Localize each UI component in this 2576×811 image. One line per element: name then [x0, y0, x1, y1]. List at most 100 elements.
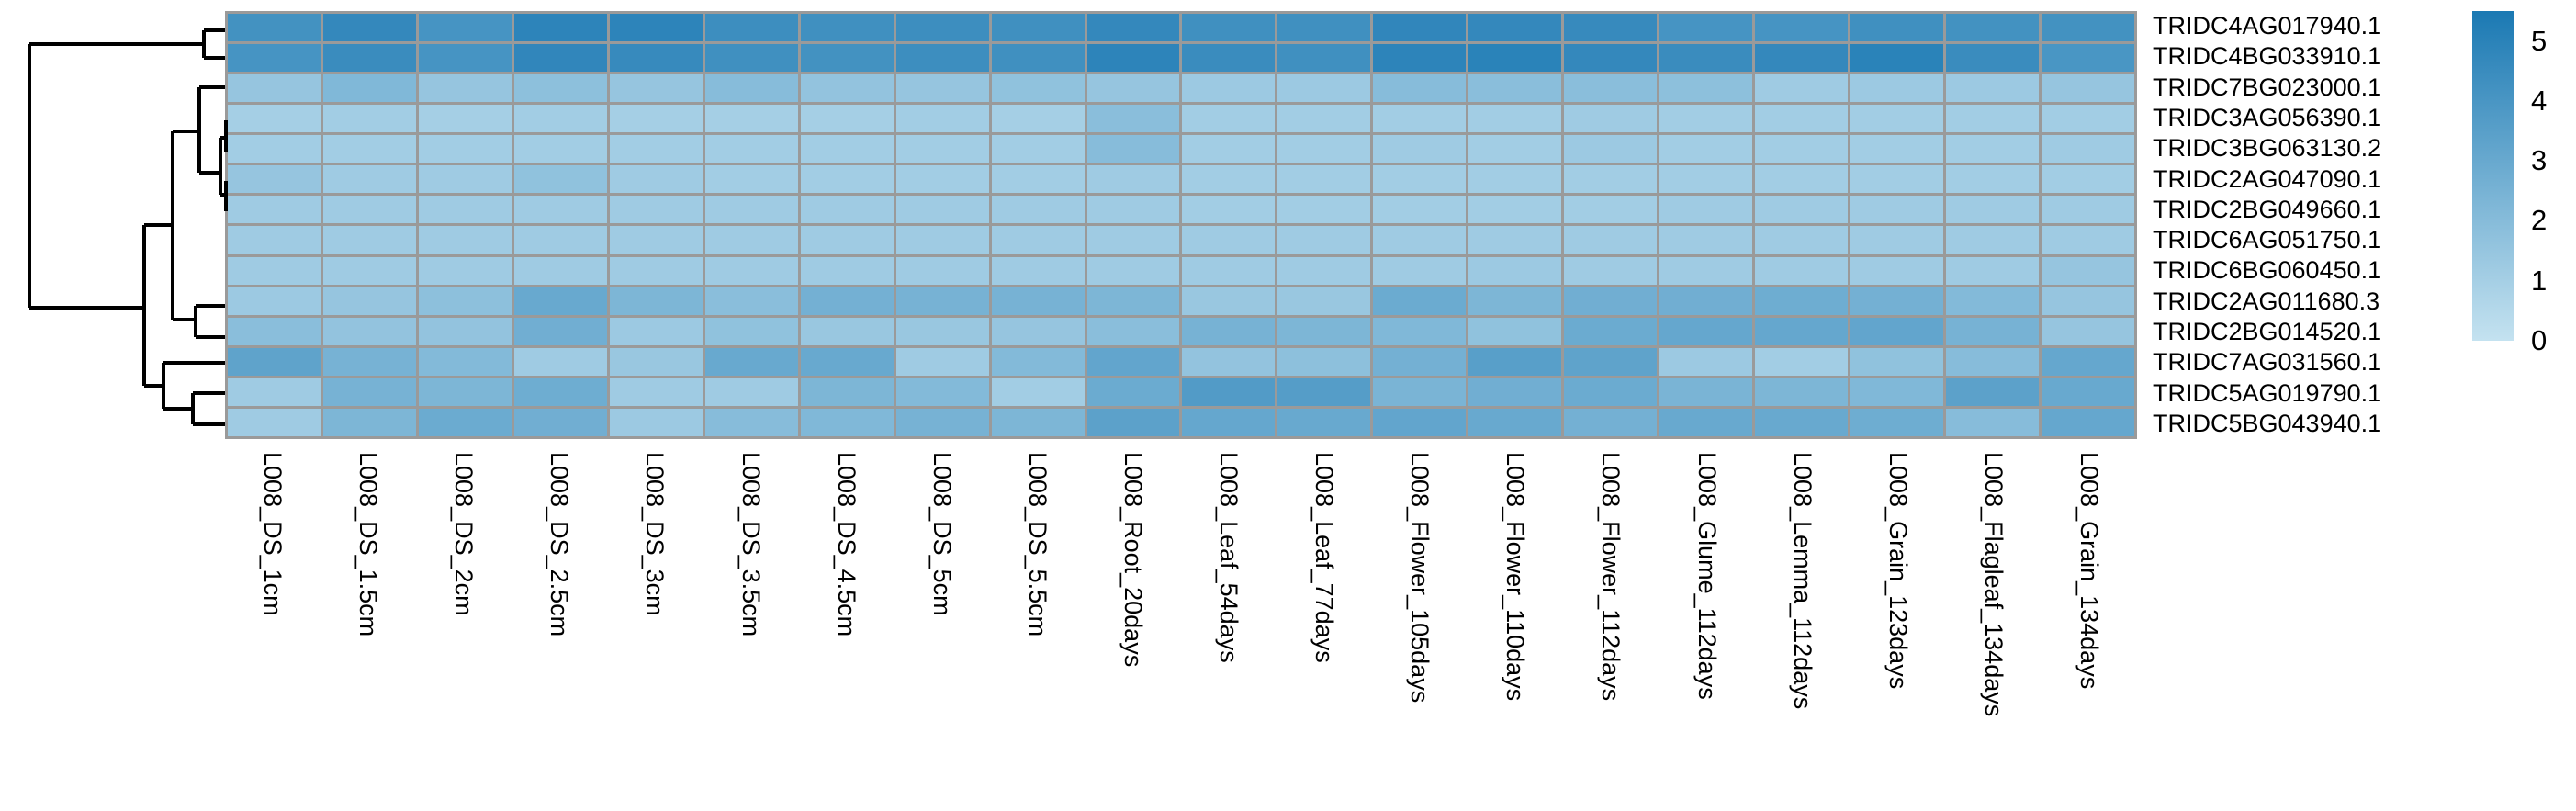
heatmap-cell — [1755, 44, 1849, 73]
heatmap-cell — [1659, 408, 1753, 436]
heatmap-cell — [704, 347, 798, 376]
heatmap-cell — [2042, 165, 2134, 194]
heatmap-cell — [1182, 196, 1276, 224]
heatmap-cell — [1182, 408, 1276, 436]
heatmap-cell — [895, 256, 989, 285]
colorbar-gradient — [2472, 11, 2514, 341]
heatmap-cell — [322, 377, 416, 406]
heatmap-cell — [991, 408, 1085, 436]
heatmap-cell — [800, 135, 894, 163]
row-label: TRIDC6BG060450.1 — [2153, 256, 2382, 285]
heatmap-cell — [418, 287, 512, 315]
heatmap-cell — [609, 44, 703, 73]
heatmap-cell — [1755, 74, 1849, 103]
heatmap-cell — [2042, 196, 2134, 224]
heatmap-cell — [1850, 408, 1944, 436]
heatmap-cell — [1659, 135, 1753, 163]
heatmap-cell — [609, 408, 703, 436]
heatmap-cell — [609, 74, 703, 103]
heatmap-cell — [1946, 44, 2040, 73]
heatmap-cell — [1564, 287, 1658, 315]
heatmap-cell — [895, 165, 989, 194]
heatmap-cell — [1659, 44, 1753, 73]
heatmap-cell — [1755, 165, 1849, 194]
heatmap-cell — [1468, 256, 1562, 285]
heatmap-cell — [1946, 105, 2040, 133]
heatmap-cell — [1659, 256, 1753, 285]
row-label: TRIDC2BG014520.1 — [2153, 317, 2382, 345]
heatmap-cell — [418, 196, 512, 224]
heatmap-cell — [800, 165, 894, 194]
heatmap-cell — [895, 347, 989, 376]
heatmap-cell — [2042, 287, 2134, 315]
heatmap-cell — [2042, 74, 2134, 103]
heatmap-cell — [704, 226, 798, 254]
column-label: L008_Flower_112days — [1597, 452, 1625, 702]
heatmap-cell — [1659, 226, 1753, 254]
heatmap-cell — [513, 317, 607, 345]
row-label: TRIDC4AG017940.1 — [2153, 12, 2382, 40]
heatmap-cell — [1659, 347, 1753, 376]
heatmap-cell — [895, 74, 989, 103]
heatmap-cell — [322, 105, 416, 133]
heatmap-cell — [2042, 226, 2134, 254]
heatmap-cell — [1373, 317, 1467, 345]
heatmap-cell — [1564, 165, 1658, 194]
heatmap-cell — [228, 105, 321, 133]
heatmap-cell — [1755, 14, 1849, 42]
heatmap-cell — [1755, 377, 1849, 406]
column-label: L008_Leaf_54days — [1215, 452, 1243, 663]
heatmap-cell — [609, 14, 703, 42]
heatmap-cell — [1086, 287, 1180, 315]
heatmap-cell — [1373, 196, 1467, 224]
heatmap-cell — [1277, 377, 1371, 406]
heatmap-cell — [322, 408, 416, 436]
heatmap-cell — [1850, 44, 1944, 73]
heatmap-cell — [1468, 74, 1562, 103]
colorbar-tick-label: 5 — [2531, 24, 2548, 57]
heatmap-cell — [2042, 347, 2134, 376]
heatmap-cell — [418, 14, 512, 42]
heatmap-cell — [704, 317, 798, 345]
heatmap-cell — [800, 226, 894, 254]
heatmap-cell — [1850, 226, 1944, 254]
heatmap-cell — [1850, 14, 1944, 42]
heatmap-cell — [1850, 196, 1944, 224]
heatmap-cell — [1373, 14, 1467, 42]
column-label: L008_DS_5.5cm — [1023, 452, 1052, 637]
heatmap-cell — [895, 135, 989, 163]
heatmap-cell — [322, 165, 416, 194]
heatmap-cell — [1564, 347, 1658, 376]
colorbar-tick-label: 1 — [2531, 264, 2548, 297]
heatmap-cell — [1755, 256, 1849, 285]
heatmap-cell — [991, 226, 1085, 254]
heatmap-cell — [228, 14, 321, 42]
heatmap-cell — [704, 14, 798, 42]
column-label: L008_DS_4.5cm — [832, 452, 861, 637]
heatmap-cell — [1468, 287, 1562, 315]
heatmap-cell — [513, 256, 607, 285]
heatmap-cell — [895, 105, 989, 133]
heatmap-cell — [1659, 74, 1753, 103]
colorbar-tick-label: 2 — [2531, 204, 2548, 237]
heatmap-cell — [895, 287, 989, 315]
heatmap-cell — [1277, 256, 1371, 285]
heatmap-cell — [704, 256, 798, 285]
heatmap-cell — [418, 317, 512, 345]
heatmap-cell — [1277, 135, 1371, 163]
heatmap-cell — [1946, 287, 2040, 315]
heatmap-cell — [1850, 165, 1944, 194]
heatmap-cell — [991, 14, 1085, 42]
heatmap-cell — [1086, 408, 1180, 436]
heatmap-cell — [1755, 196, 1849, 224]
heatmap-cell — [895, 14, 989, 42]
heatmap-cell — [1468, 347, 1562, 376]
heatmap-cell — [418, 165, 512, 194]
heatmap-cell — [1086, 14, 1180, 42]
heatmap-cell — [1086, 317, 1180, 345]
colorbar-tick-label: 4 — [2531, 84, 2548, 117]
heatmap-cell — [1755, 408, 1849, 436]
heatmap-cell — [991, 347, 1085, 376]
heatmap-cell — [1182, 105, 1276, 133]
row-label: TRIDC5BG043940.1 — [2153, 409, 2382, 437]
